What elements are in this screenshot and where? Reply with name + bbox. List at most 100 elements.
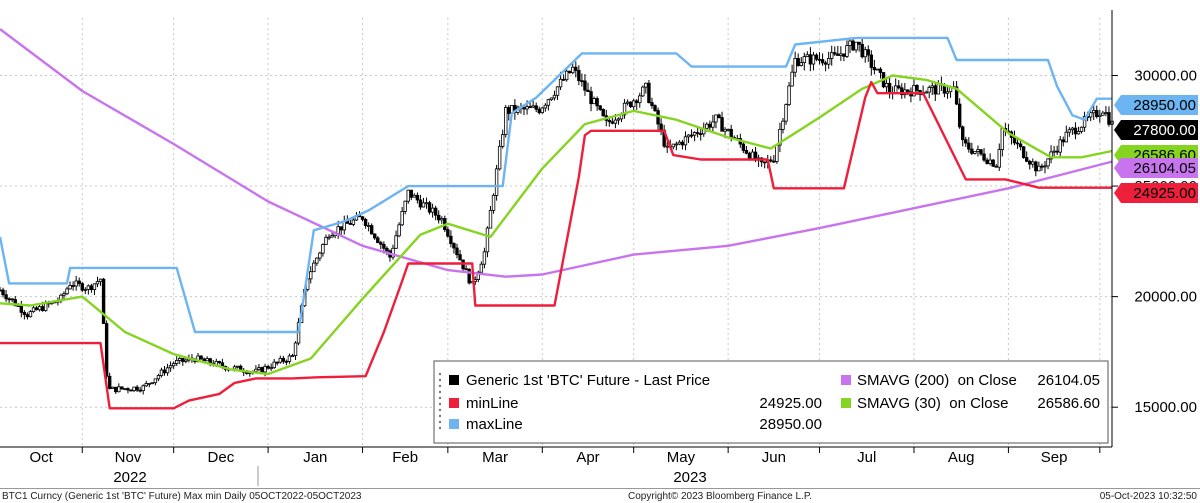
candle xyxy=(820,53,825,66)
candle xyxy=(689,129,694,139)
candle xyxy=(796,53,800,67)
candle xyxy=(790,64,794,87)
candle xyxy=(897,80,901,90)
candle xyxy=(528,102,532,109)
last-value-tag: 24925.00 xyxy=(1114,183,1198,203)
candle xyxy=(339,226,343,236)
x-year-label: 2023 xyxy=(673,469,706,486)
candle xyxy=(25,312,30,320)
candle xyxy=(522,105,526,116)
candle xyxy=(595,96,599,111)
candle xyxy=(427,200,432,215)
candle xyxy=(0,286,2,292)
candle xyxy=(156,373,161,382)
candle xyxy=(1061,136,1065,147)
candle xyxy=(961,125,965,147)
candle xyxy=(659,118,663,136)
candle xyxy=(802,52,806,71)
candle xyxy=(440,216,444,224)
footer-timestamp: 05-Oct-2023 10:32:50 xyxy=(1100,491,1198,502)
candle xyxy=(406,189,410,204)
candle xyxy=(235,365,240,369)
candle xyxy=(967,137,971,153)
candle xyxy=(586,82,590,93)
candle xyxy=(692,131,697,142)
candle xyxy=(543,103,548,112)
candle xyxy=(424,197,429,209)
candle xyxy=(656,107,660,130)
candle xyxy=(1055,145,1059,156)
candle xyxy=(933,82,937,101)
candle xyxy=(644,82,648,94)
candle xyxy=(985,157,989,165)
candle xyxy=(857,41,861,52)
candle xyxy=(1082,111,1087,132)
legend-value-maxline: 28950.00 xyxy=(759,416,822,433)
candle xyxy=(973,151,977,155)
candle xyxy=(376,235,380,244)
candle xyxy=(537,106,541,115)
y-tick-label: 15000.00 xyxy=(1134,399,1197,416)
candle xyxy=(34,306,39,311)
candle xyxy=(379,240,383,250)
last-value-tag: 28950.00 xyxy=(1114,95,1198,115)
candle xyxy=(997,143,1001,171)
candle xyxy=(1095,105,1099,119)
candle xyxy=(775,143,779,164)
candle xyxy=(1028,159,1032,170)
candle xyxy=(150,382,155,385)
candle xyxy=(552,90,557,101)
x-axis: Oct Nov Dec Jan Feb Mar Apr May Jun Jul Aug Sep 2022… xyxy=(29,449,1067,486)
candle xyxy=(324,234,328,246)
candle xyxy=(68,281,72,290)
candle xyxy=(111,386,115,389)
legend-label-minline: minLine xyxy=(466,395,519,412)
x-tick-label: Jun xyxy=(762,449,786,466)
candle xyxy=(592,96,596,105)
legend-grip[interactable] xyxy=(438,372,442,430)
candle xyxy=(1098,110,1102,123)
candle xyxy=(275,361,279,366)
y-tick-label: 20000.00 xyxy=(1134,289,1197,306)
candle xyxy=(1079,126,1084,134)
x-tick-label: Jul xyxy=(857,449,876,466)
candle xyxy=(839,46,843,61)
x-tick-label: Dec xyxy=(208,449,235,466)
candle xyxy=(842,53,846,62)
candle xyxy=(878,67,883,79)
candle xyxy=(924,90,928,94)
candle xyxy=(762,161,767,169)
candle xyxy=(1070,126,1075,135)
candle xyxy=(1040,163,1044,171)
candle xyxy=(930,81,934,96)
legend-label-price: Generic 1st 'BTC' Future - Last Price xyxy=(466,372,710,389)
candle xyxy=(22,310,27,320)
candle xyxy=(126,387,130,394)
series-line-maxline xyxy=(0,36,1112,334)
candle xyxy=(641,85,645,98)
candle xyxy=(683,131,688,151)
candle xyxy=(772,154,776,164)
candle xyxy=(808,47,813,72)
candle xyxy=(991,158,995,168)
candle xyxy=(165,363,170,376)
last-value-tag-label: 26104.05 xyxy=(1133,160,1196,177)
candle xyxy=(909,87,913,103)
candle xyxy=(954,80,959,106)
candle xyxy=(74,275,78,291)
candle xyxy=(884,77,889,93)
candle xyxy=(769,156,773,163)
candle xyxy=(982,148,986,163)
series-line-minline xyxy=(0,80,1112,410)
footer-copyright: Copyright© 2023 Bloomberg Finance L.P. xyxy=(628,491,812,502)
candle xyxy=(369,223,374,235)
candle xyxy=(7,297,11,303)
candle xyxy=(491,193,496,214)
legend-swatch-maxline xyxy=(449,419,459,429)
candle xyxy=(217,360,222,365)
x-tick-label: Sep xyxy=(1041,449,1068,466)
candle xyxy=(1015,138,1020,149)
candle xyxy=(342,215,346,235)
candle xyxy=(994,164,998,168)
candle xyxy=(854,41,858,53)
